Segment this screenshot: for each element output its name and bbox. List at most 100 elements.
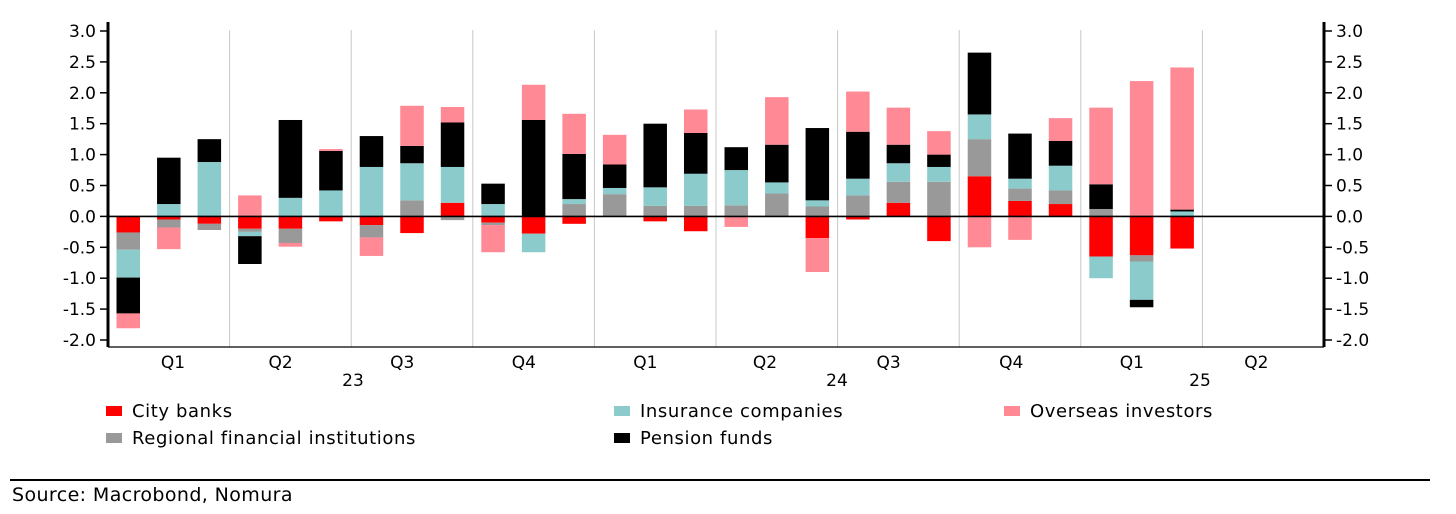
x-quarter-label: Q1 [161, 353, 185, 373]
bar-segment-city-banks [521, 216, 546, 234]
bar-segment-overseas-investors [805, 238, 830, 273]
bar-segment-regional-financial-institutions [1129, 255, 1154, 262]
bar-segment-regional-financial-institutions [197, 223, 222, 230]
bar-segment-city-banks [197, 216, 222, 224]
x-quarter-label: Q2 [268, 353, 292, 373]
bar-segment-regional-financial-institutions [400, 200, 424, 217]
legend-label-pension-funds: Pension funds [640, 427, 773, 449]
bar-segment-pension-funds [562, 153, 586, 200]
left-y-tick-label: -1.5 [63, 300, 96, 320]
left-y-tick-label: 0.5 [69, 177, 96, 197]
source-divider [10, 479, 1430, 481]
bar-segment-city-banks [805, 216, 830, 239]
bar-segment-city-banks [440, 202, 465, 217]
grid-layer [229, 30, 1203, 347]
bar-segment-overseas-investors [1048, 118, 1073, 142]
bar-segment-insurance-companies [238, 231, 262, 237]
bar-segment-insurance-companies [927, 166, 951, 182]
bar-segment-pension-funds [440, 122, 465, 167]
bar-segment-insurance-companies [157, 204, 181, 217]
bar-segment-regional-financial-institutions [116, 232, 141, 250]
x-quarter-label: Q2 [1244, 353, 1268, 373]
x-quarter-label: Q2 [753, 353, 777, 373]
bar-segment-insurance-companies [1170, 211, 1194, 217]
bar-segment-overseas-investors [359, 237, 384, 256]
right-y-tick-label: 0.5 [1336, 177, 1363, 197]
bar-segment-city-banks [400, 216, 424, 234]
bar-segment-pension-funds [197, 139, 222, 163]
left-y-tick-label: -1.0 [63, 269, 96, 289]
bar-segment-overseas-investors [886, 107, 911, 145]
stacked-bar-chart: -2.0 -2.0 -1.5 -1.5 -1.0 -1.0 -0.5 -0.5 0.0 0.0 0.… [63, 22, 1369, 391]
bar-segment-regional-financial-institutions [927, 181, 951, 217]
bar-segment-insurance-companies [481, 204, 505, 217]
bar-segment-overseas-investors [1170, 67, 1194, 210]
bar-segment-insurance-companies [1129, 261, 1154, 300]
right-y-tick-label: -1.5 [1336, 300, 1369, 320]
bar-segment-overseas-investors [319, 149, 343, 151]
bar-segment-city-banks [1129, 216, 1154, 256]
x-year-label: 25 [1189, 371, 1211, 391]
bar-segment-city-banks [562, 216, 586, 224]
legend-label-insurance-companies: Insurance companies [640, 400, 844, 422]
bar-segment-regional-financial-institutions [765, 193, 789, 217]
bar-segment-insurance-companies [1089, 256, 1113, 279]
bar-segment-pension-funds [400, 145, 424, 164]
x-quarter-label: Q3 [876, 353, 900, 373]
bar-segment-regional-financial-institutions [562, 204, 586, 217]
x-quarter-label: Q1 [1120, 353, 1144, 373]
bar-segment-pension-funds [886, 144, 911, 164]
bar-segment-city-banks [643, 216, 667, 222]
bar-segment-insurance-companies [197, 162, 222, 217]
legend-swatch-city-banks [106, 406, 122, 416]
bar-segment-pension-funds [1129, 299, 1154, 308]
bar-segment-city-banks [886, 202, 911, 217]
bar-segment-pension-funds [805, 128, 830, 201]
x-quarter-label: Q4 [999, 353, 1023, 373]
bar-segment-overseas-investors [602, 134, 627, 165]
bar-segment-regional-financial-institutions [481, 222, 505, 226]
source-note: Source: Macrobond, Nomura [12, 484, 293, 506]
x-year-label: 23 [342, 371, 364, 391]
bar-segment-insurance-companies [1008, 178, 1032, 189]
bar-segment-insurance-companies [886, 163, 911, 182]
bar-segment-overseas-investors [562, 113, 586, 154]
bar-segment-pension-funds [521, 119, 546, 217]
bar-segment-insurance-companies [765, 182, 789, 194]
bar-segment-city-banks [319, 216, 343, 222]
bar-segment-insurance-companies [521, 233, 546, 253]
bar-segment-pension-funds [1048, 141, 1073, 166]
bar-segment-overseas-investors [724, 216, 749, 227]
bar-segment-pension-funds [1170, 209, 1194, 212]
bar-segment-pension-funds [481, 183, 505, 205]
right-y-tick-label: -0.5 [1336, 238, 1369, 258]
legend-item-city-banks: City banks [106, 401, 233, 422]
legend-item-insurance-companies: Insurance companies [614, 400, 844, 422]
right-y-tick-label: 2.0 [1336, 84, 1363, 104]
bar-segment-insurance-companies [278, 197, 303, 217]
bar-segment-overseas-investors [400, 105, 424, 146]
bar-segment-regional-financial-institutions [967, 139, 992, 177]
bar-segment-regional-financial-institutions [643, 205, 667, 217]
bar-segment-insurance-companies [846, 178, 870, 196]
bar-segment-city-banks [967, 176, 992, 217]
x-quarter-label: Q3 [390, 353, 414, 373]
x-quarter-label: Q1 [633, 353, 657, 373]
bar-segment-regional-financial-institutions [157, 219, 181, 228]
bar-segment-insurance-companies [400, 163, 424, 201]
bar-segment-regional-financial-institutions [805, 206, 830, 217]
bar-segment-city-banks [238, 216, 262, 229]
bar-segment-pension-funds [319, 150, 343, 191]
bar-segment-insurance-companies [967, 114, 992, 140]
bar-segment-overseas-investors [765, 97, 789, 145]
bar-segment-overseas-investors [846, 91, 870, 132]
bar-segment-regional-financial-institutions [238, 228, 262, 232]
bar-segment-insurance-companies [319, 190, 343, 217]
bar-segment-pension-funds [683, 132, 708, 174]
bar-segment-regional-financial-institutions [724, 205, 749, 217]
bar-segment-regional-financial-institutions [846, 195, 870, 217]
bar-segment-insurance-companies [602, 187, 627, 195]
right-y-tick-label: 1.0 [1336, 146, 1363, 166]
legend-swatch-regional-financial-institutions [106, 433, 122, 443]
bar-segment-pension-funds [846, 131, 870, 179]
